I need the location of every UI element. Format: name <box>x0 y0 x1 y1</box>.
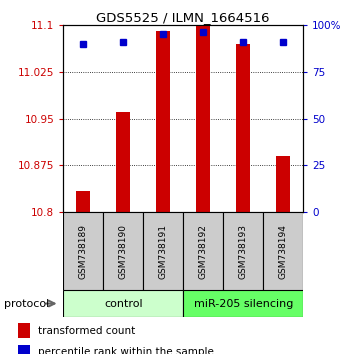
Text: GSM738192: GSM738192 <box>199 224 208 279</box>
Title: GDS5525 / ILMN_1664516: GDS5525 / ILMN_1664516 <box>96 11 270 24</box>
Bar <box>18 344 30 354</box>
Bar <box>143 212 183 290</box>
Text: miR-205 silencing: miR-205 silencing <box>193 298 293 309</box>
Bar <box>236 44 250 212</box>
Text: protocol: protocol <box>4 298 49 309</box>
Bar <box>18 323 30 338</box>
Bar <box>196 25 210 212</box>
Bar <box>183 212 223 290</box>
Bar <box>63 290 183 317</box>
Text: GSM738193: GSM738193 <box>239 224 248 279</box>
Bar <box>76 190 90 212</box>
Text: GSM738191: GSM738191 <box>159 224 168 279</box>
Bar <box>156 31 170 212</box>
Text: GSM738190: GSM738190 <box>119 224 128 279</box>
Bar <box>183 290 303 317</box>
Text: control: control <box>104 298 143 309</box>
Text: percentile rank within the sample: percentile rank within the sample <box>38 347 214 354</box>
Text: GSM738189: GSM738189 <box>79 224 88 279</box>
Bar <box>276 156 290 212</box>
Text: GSM738194: GSM738194 <box>279 224 288 279</box>
Bar <box>63 212 103 290</box>
Bar <box>263 212 303 290</box>
Bar <box>223 212 263 290</box>
Bar <box>103 212 143 290</box>
Text: transformed count: transformed count <box>38 326 135 336</box>
Bar <box>116 112 130 212</box>
